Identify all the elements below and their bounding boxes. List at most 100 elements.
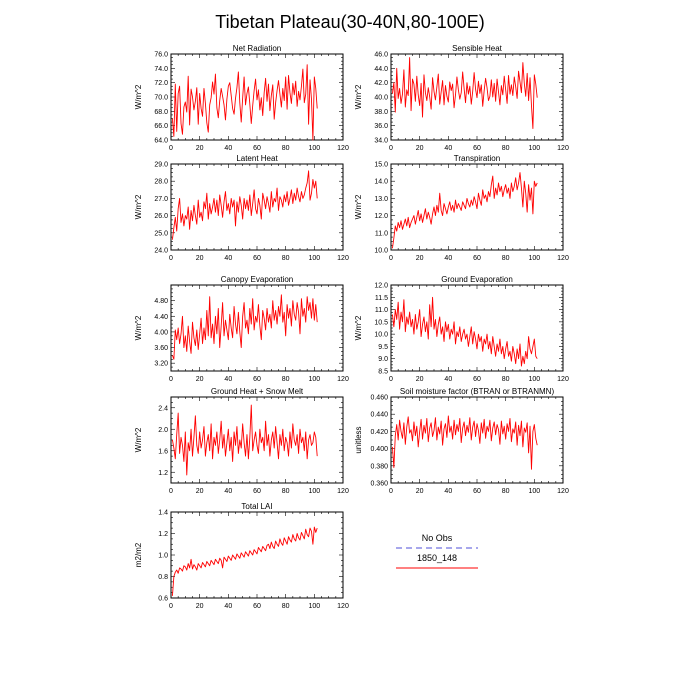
x-tick-label: 60	[253, 488, 261, 495]
y-axis-label: W/m^2	[354, 84, 363, 109]
series-line	[172, 294, 318, 360]
y-tick-label: 2.4	[158, 405, 168, 412]
x-tick-label: 100	[308, 488, 320, 495]
x-tick-label: 40	[444, 376, 452, 383]
legend-label-model: 1850_148	[417, 553, 457, 563]
y-tick-label: 1.2	[158, 531, 168, 538]
x-tick-label: 100	[308, 376, 320, 383]
y-tick-label: 26.0	[154, 213, 168, 220]
y-tick-label: 25.0	[154, 230, 168, 237]
y-tick-label: 0.400	[370, 446, 388, 453]
x-tick-label: 60	[473, 145, 481, 152]
y-tick-label: 46.0	[374, 52, 388, 59]
x-tick-label: 60	[473, 255, 481, 262]
y-tick-label: 1.6	[158, 448, 168, 455]
y-tick-label: 68.0	[154, 109, 168, 116]
panel-title: Soil moisture factor (BTRAN or BTRANMN)	[400, 387, 555, 396]
x-tick-label: 100	[528, 488, 540, 495]
x-tick-label: 0	[169, 255, 173, 262]
x-tick-label: 0	[389, 145, 393, 152]
x-tick-label: 80	[502, 376, 510, 383]
y-tick-label: 9.0	[378, 356, 388, 363]
x-tick-label: 0	[169, 145, 173, 152]
series-line	[171, 526, 318, 596]
y-tick-label: 8.5	[378, 369, 388, 376]
y-tick-label: 0.460	[370, 395, 388, 402]
y-tick-label: 66.0	[154, 123, 168, 130]
x-tick-label: 40	[444, 488, 452, 495]
y-axis-label: W/m^2	[354, 194, 363, 219]
x-tick-label: 20	[196, 488, 204, 495]
x-tick-label: 120	[337, 376, 349, 383]
x-tick-label: 0	[169, 603, 173, 610]
y-axis-label: unitless	[354, 426, 363, 453]
x-tick-label: 0	[169, 488, 173, 495]
x-tick-label: 120	[557, 376, 569, 383]
x-tick-label: 20	[196, 255, 204, 262]
x-tick-label: 60	[253, 603, 261, 610]
x-tick-label: 120	[557, 255, 569, 262]
y-tick-label: 11.5	[375, 295, 388, 302]
panel-3: Transpiration W/m^2 0 20 40 60 80 100 120 10.0 11.…	[354, 154, 569, 262]
y-tick-label: 1.2	[158, 470, 168, 477]
y-tick-label: 34.0	[374, 138, 388, 145]
y-axis-label: W/m^2	[134, 84, 143, 109]
series-line	[391, 296, 538, 367]
panel-1: Sensible Heat W/m^2 0 20 40 60 80 100 120 34.0 36.…	[354, 44, 569, 152]
y-tick-label: 76.0	[154, 52, 168, 59]
x-tick-label: 40	[224, 488, 232, 495]
x-tick-label: 0	[389, 488, 393, 495]
y-tick-label: 4.00	[154, 329, 168, 336]
y-tick-label: 29.0	[154, 162, 168, 169]
x-tick-label: 20	[196, 603, 204, 610]
panels: Net Radiation W/m^2 0 20 40 60 80 100 120 64.0 66.…	[134, 44, 569, 610]
x-tick-label: 120	[337, 145, 349, 152]
x-tick-label: 20	[196, 145, 204, 152]
panel-title: Sensible Heat	[452, 44, 503, 53]
x-tick-label: 20	[196, 376, 204, 383]
series-line	[171, 64, 318, 141]
y-tick-label: 14.0	[374, 179, 388, 186]
x-tick-label: 40	[224, 376, 232, 383]
x-tick-label: 120	[557, 145, 569, 152]
panel-title: Latent Heat	[236, 154, 278, 163]
legend-label-obs: No Obs	[422, 533, 453, 543]
x-tick-label: 80	[282, 603, 290, 610]
x-tick-label: 80	[282, 376, 290, 383]
y-tick-label: 15.0	[374, 162, 388, 169]
y-tick-label: 42.0	[374, 80, 388, 87]
y-axis-label: m2/m2	[134, 542, 143, 567]
x-tick-label: 80	[502, 488, 510, 495]
y-tick-label: 70.0	[154, 95, 168, 102]
series-line	[391, 415, 538, 470]
y-tick-label: 11.0	[375, 307, 388, 314]
y-tick-label: 0.420	[370, 429, 388, 436]
x-tick-label: 100	[528, 145, 540, 152]
y-tick-label: 0.360	[370, 481, 388, 488]
panel-title: Canopy Evaporation	[221, 275, 294, 284]
y-tick-label: 10.0	[374, 248, 388, 255]
series-line	[391, 57, 538, 129]
y-tick-label: 72.0	[154, 80, 168, 87]
y-tick-label: 36.0	[374, 123, 388, 130]
plot-frame	[390, 396, 564, 484]
panel-title: Ground Heat + Snow Melt	[211, 387, 304, 396]
x-tick-label: 100	[308, 255, 320, 262]
y-tick-label: 2.0	[158, 427, 168, 434]
x-tick-label: 100	[528, 376, 540, 383]
y-tick-label: 3.60	[154, 345, 168, 352]
y-tick-label: 0.380	[370, 463, 388, 470]
y-tick-label: 12.0	[374, 283, 388, 290]
y-tick-label: 12.0	[374, 213, 388, 220]
y-axis-label: W/m^2	[134, 194, 143, 219]
x-tick-label: 20	[416, 376, 424, 383]
panel-0: Net Radiation W/m^2 0 20 40 60 80 100 120 64.0 66.…	[134, 44, 349, 152]
x-tick-label: 60	[473, 488, 481, 495]
panel-5: Ground Evaporation W/m^2 0 20 40 60 80 100 120 8.…	[354, 275, 569, 383]
y-tick-label: 27.0	[154, 196, 168, 203]
panel-7: Soil moisture factor (BTRAN or BTRANMN) u…	[354, 387, 569, 495]
x-tick-label: 40	[444, 255, 452, 262]
series-line	[171, 404, 318, 476]
x-tick-label: 60	[473, 376, 481, 383]
x-tick-label: 40	[224, 255, 232, 262]
